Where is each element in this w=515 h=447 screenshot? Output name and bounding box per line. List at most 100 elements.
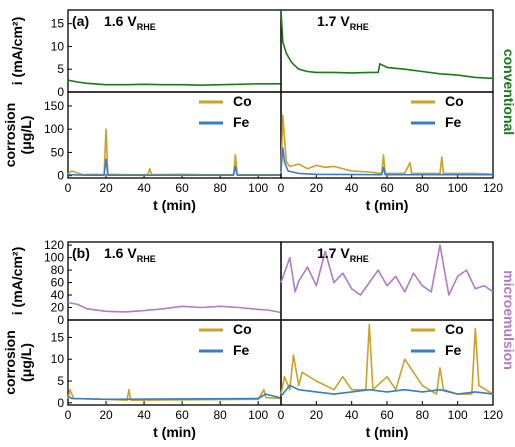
voltage-value: 1.6 V	[104, 245, 137, 261]
voltage-value: 1.7 V	[317, 13, 350, 29]
y-tick-label: 0	[57, 396, 64, 410]
series-microemulsion-line	[280, 244, 494, 296]
legend-label-co: Co	[445, 321, 464, 337]
x-tick-label: 80	[213, 181, 227, 195]
plot-frame	[280, 9, 494, 93]
x-tick-label: 60	[380, 181, 394, 195]
x-tick-label: 100	[248, 181, 268, 195]
y-axis-label: corrosion	[2, 330, 18, 395]
y-tick-label: 100	[44, 251, 64, 265]
x-tick-label: 60	[175, 408, 189, 422]
series-fe-line	[280, 384, 494, 397]
y-tick-label: 20	[51, 301, 65, 315]
x-axis-label: t (min)	[153, 197, 196, 213]
series-side-label: microemulsion	[501, 270, 515, 370]
voltage-value: 1.6 V	[104, 13, 137, 29]
y-tick-label: 120	[44, 238, 64, 252]
y-tick-label: 150	[44, 99, 64, 113]
legend-label-fe: Fe	[233, 114, 250, 130]
series-side-label: conventional	[501, 49, 515, 135]
y-tick-label: 5	[57, 62, 64, 76]
x-tick-label: 0	[278, 181, 285, 195]
y-tick-label: 0	[57, 85, 64, 99]
legend-label-co: Co	[233, 93, 252, 109]
x-axis-label: t (min)	[153, 424, 196, 440]
legend-label-co: Co	[233, 321, 252, 337]
voltage-label: 1.7 VRHE	[317, 245, 369, 264]
voltage-subscript: RHE	[137, 254, 156, 264]
x-tick-label: 20	[99, 181, 113, 195]
x-tick-label: 20	[310, 408, 324, 422]
y-tick-label: 100	[44, 122, 64, 136]
x-axis-label: t (min)	[366, 424, 409, 440]
y-axis-unit: (μg/L)	[18, 343, 34, 382]
x-axis-label: t (min)	[366, 197, 409, 213]
y-axis-label: corrosion	[2, 103, 18, 168]
panel-8: 0 20 40 60 80 100 120 t (min) Co Fe	[278, 319, 503, 440]
x-tick-label: 60	[380, 408, 394, 422]
x-tick-label: 20	[310, 181, 324, 195]
x-tick-label: 40	[137, 181, 151, 195]
series-fe-line	[280, 147, 493, 176]
voltage-label: 1.6 VRHE	[104, 245, 156, 264]
x-tick-label: 60	[175, 181, 189, 195]
plot-frame	[67, 9, 282, 93]
y-tick-label: 80	[51, 263, 65, 277]
y-tick-label: 10	[51, 39, 65, 53]
panel-2: 1.7 VRHE conventional	[280, 9, 515, 135]
y-tick-label: 60	[51, 276, 65, 290]
y-axis-unit: (μg/L)	[18, 116, 34, 155]
y-tick-label: 15	[51, 330, 65, 344]
x-tick-label: 40	[345, 181, 359, 195]
panel-label: (b)	[72, 245, 90, 261]
y-tick-label: 40	[51, 288, 65, 302]
x-tick-label: 80	[213, 408, 227, 422]
x-tick-label: 120	[483, 181, 503, 195]
x-tick-label: 40	[345, 408, 359, 422]
y-axis-label: i (mA/cm²)	[9, 247, 25, 315]
series-microemulsion-line	[67, 301, 282, 314]
panel-3: 0 50 100 150 0 20 40 60 80 100 t (min) corrosion (μg…	[2, 91, 282, 213]
panel-6: 1.7 VRHE microemulsion	[280, 241, 515, 370]
series-conventional-line	[280, 9, 494, 80]
y-tick-label: 15	[51, 17, 65, 31]
x-tick-label: 0	[65, 181, 72, 195]
x-tick-label: 100	[248, 408, 268, 422]
x-tick-label: 120	[483, 408, 503, 422]
voltage-subscript: RHE	[137, 22, 156, 32]
panel-7: 0 5 10 15 0 20 40 60 80 100 t (min) corrosion (μg/L)…	[2, 319, 282, 440]
plot-frame	[280, 241, 494, 321]
legend-label-fe: Fe	[233, 342, 250, 358]
y-tick-label: 0	[57, 169, 64, 183]
panel-4: 0 20 40 60 80 100 120 t (min) Co Fe	[278, 91, 503, 213]
series-fe-line	[67, 158, 281, 176]
series-co-line	[67, 128, 281, 176]
legend-label-fe: Fe	[445, 342, 462, 358]
voltage-subscript: RHE	[350, 254, 369, 264]
x-tick-label: 20	[99, 408, 113, 422]
series-fe-line	[67, 393, 282, 401]
legend-label-co: Co	[445, 93, 464, 109]
panel-1: 0 5 10 15 i (mA/cm²) (a) 1.6 VRHE	[9, 9, 282, 99]
x-tick-label: 80	[416, 181, 430, 195]
x-tick-label: 100	[448, 408, 468, 422]
voltage-label: 1.7 VRHE	[317, 13, 369, 32]
y-tick-label: 0	[57, 313, 64, 327]
series-conventional-line	[67, 79, 281, 86]
voltage-subscript: RHE	[350, 22, 369, 32]
x-tick-label: 80	[416, 408, 430, 422]
x-tick-label: 0	[278, 408, 285, 422]
voltage-value: 1.7 V	[317, 245, 350, 261]
x-tick-label: 40	[137, 408, 151, 422]
y-tick-label: 10	[51, 352, 65, 366]
panel-label: (a)	[72, 13, 89, 29]
series-co-line	[67, 388, 282, 402]
x-tick-label: 100	[448, 181, 468, 195]
y-axis-label: i (mA/cm²)	[9, 17, 25, 85]
voltage-label: 1.6 VRHE	[104, 13, 156, 32]
x-tick-label: 0	[65, 408, 72, 422]
y-tick-label: 50	[51, 145, 65, 159]
y-tick-label: 5	[57, 374, 64, 388]
